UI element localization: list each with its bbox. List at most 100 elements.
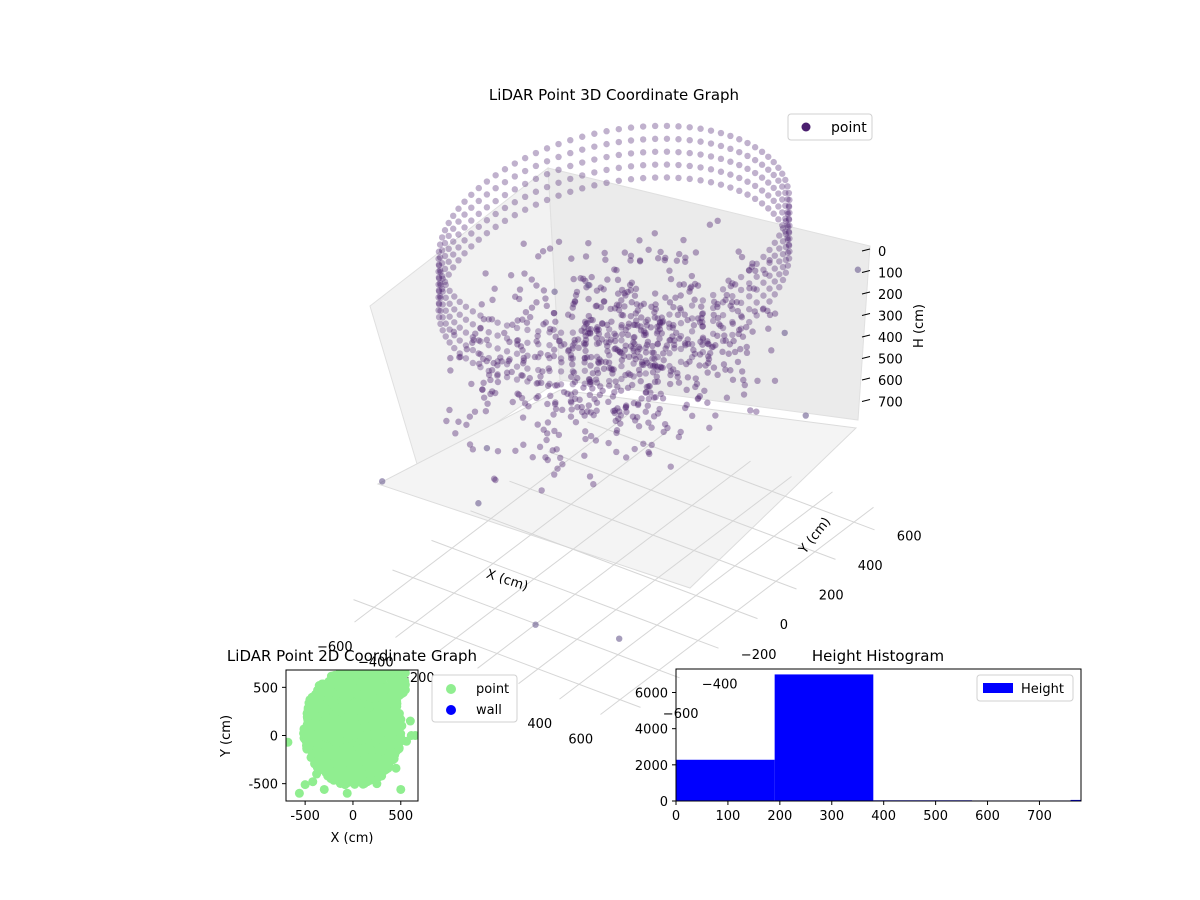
point-3d: [734, 358, 742, 366]
point-3d: [604, 342, 611, 350]
point-3d: [437, 281, 444, 289]
point-3d: [477, 351, 484, 358]
point-2d: [308, 777, 318, 787]
point-2d: [318, 687, 328, 697]
point-3d: [475, 350, 482, 357]
point-3d: [640, 361, 647, 369]
point-3d: [719, 286, 727, 293]
point-3d: [442, 294, 449, 301]
point-3d: [483, 178, 491, 185]
point-3d: [514, 390, 521, 397]
point-3d: [666, 362, 673, 370]
point-3d: [591, 182, 598, 189]
point-3d: [627, 137, 635, 144]
point-3d: [517, 343, 525, 350]
point-3d: [785, 241, 793, 248]
legend-2d-wall-label: wall: [476, 703, 502, 718]
point-3d: [539, 248, 547, 255]
point-3d: [513, 350, 521, 357]
point-3d: [776, 271, 783, 278]
point-3d: [671, 345, 678, 352]
point-3d: [466, 441, 474, 448]
point-3d: [550, 309, 558, 317]
point-3d: [605, 398, 612, 406]
point-3d: [488, 316, 496, 323]
point-3d: [694, 282, 702, 289]
point-3d: [604, 332, 611, 339]
point-3d: [663, 148, 671, 155]
point-3d: [593, 366, 601, 373]
point-2d: [383, 682, 393, 692]
point-3d: [735, 330, 742, 338]
x-tick-label-2d: -500: [290, 809, 320, 824]
point-3d: [753, 299, 760, 306]
point-2d: [365, 674, 375, 684]
point-3d: [782, 176, 789, 184]
point-3d: [607, 365, 615, 372]
point-3d: [570, 300, 577, 308]
point-3d: [717, 142, 725, 150]
point-3d: [699, 348, 707, 356]
grid-line-y: [587, 421, 875, 531]
point-3d: [619, 312, 627, 319]
point-2d: [349, 712, 359, 722]
point-3d: [771, 278, 778, 285]
point-3d-outlier: [802, 412, 809, 419]
point-2d: [305, 719, 315, 729]
point-3d: [636, 370, 643, 378]
point-3d: [729, 331, 736, 339]
point-3d: [596, 356, 603, 363]
point-3d: [759, 306, 767, 313]
point-3d: [438, 272, 446, 280]
point-3d: [686, 358, 693, 365]
point-3d: [580, 275, 587, 283]
point-3d: [567, 188, 574, 195]
point-3d: [509, 398, 516, 406]
point-3d: [572, 418, 580, 426]
point-3d: [660, 428, 667, 436]
point-3d: [667, 371, 674, 379]
point-3d: [524, 326, 531, 334]
point-3d: [683, 386, 690, 394]
point-3d: [675, 379, 683, 386]
point-3d: [611, 330, 618, 337]
point-3d: [446, 300, 453, 307]
point-3d: [534, 332, 541, 340]
point-3d: [594, 369, 602, 377]
point-3d: [754, 377, 761, 385]
point-3d: [587, 325, 594, 333]
point-3d: [656, 405, 663, 413]
point-3d: [737, 345, 744, 353]
point-3d: [568, 373, 575, 380]
point-3d: [544, 400, 551, 408]
point-3d: [526, 374, 533, 382]
point-3d: [672, 294, 679, 301]
point-3d: [532, 201, 540, 208]
point-3d: [441, 278, 449, 286]
point-3d: [627, 312, 635, 320]
point-3d: [766, 246, 773, 254]
point-3d: [765, 153, 772, 160]
point-2d: [342, 742, 352, 752]
point-3d: [583, 354, 591, 361]
point-3d: [587, 316, 595, 323]
point-3d: [524, 365, 531, 372]
point-3d: [593, 287, 601, 294]
point-3d-outlier: [483, 444, 491, 452]
point-3d: [593, 407, 600, 414]
point-3d: [609, 393, 617, 400]
point-2d: [391, 763, 401, 773]
point-3d: [544, 419, 552, 426]
point-3d: [697, 151, 704, 158]
point-3d: [606, 382, 613, 389]
point-3d: [771, 265, 778, 272]
point-3d: [683, 360, 690, 368]
point-2d: [310, 730, 320, 740]
point-3d: [784, 236, 792, 243]
point-3d: [633, 317, 640, 324]
point-3d: [516, 286, 524, 293]
point-3d: [729, 318, 736, 326]
point-3d: [463, 346, 471, 353]
z-tick-mark-3d: [861, 377, 871, 381]
point-3d-outlier: [616, 635, 623, 642]
